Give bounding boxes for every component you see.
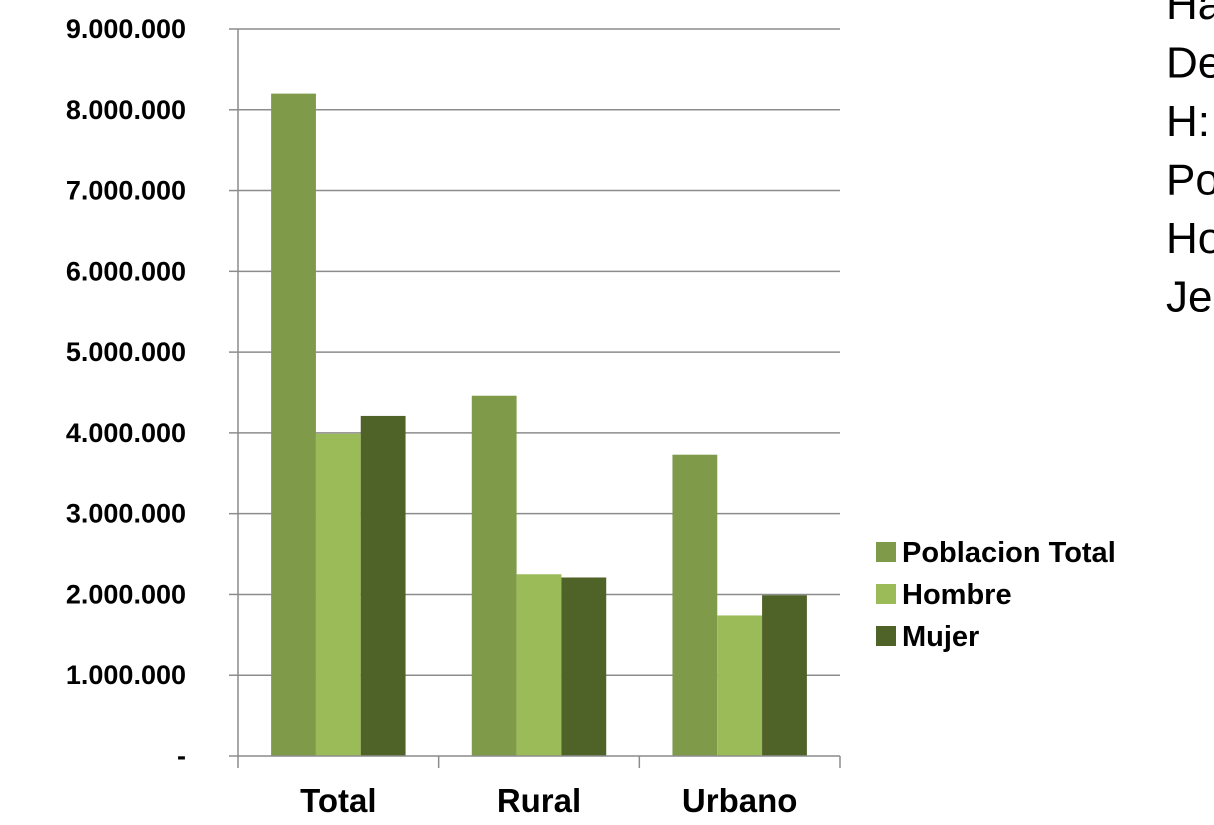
legend-swatch bbox=[876, 626, 896, 646]
legend-label: Hombre bbox=[902, 579, 1012, 611]
legend-label: Poblacion Total bbox=[902, 537, 1116, 569]
legend-label: Mujer bbox=[902, 621, 979, 653]
legend-swatch bbox=[876, 584, 896, 604]
y-tick-label: - bbox=[177, 741, 186, 771]
x-tick-label: Total bbox=[300, 782, 376, 819]
bar-mujer-total bbox=[360, 415, 406, 756]
x-tick-label: Rural bbox=[497, 782, 581, 819]
y-tick-label: 4.000.000 bbox=[66, 418, 186, 448]
x-tick-labels: Total Rural Urbano bbox=[300, 782, 797, 819]
y-tick-label: 2.000.000 bbox=[66, 579, 186, 609]
bar-hombre-rural bbox=[516, 574, 562, 756]
side-text-line: Ho bbox=[1166, 214, 1214, 263]
y-tick-label: 1.000.000 bbox=[66, 660, 186, 690]
y-tick-label: 8.000.000 bbox=[66, 95, 186, 125]
y-tick-label: 7.000.000 bbox=[66, 176, 186, 206]
y-tick-label: 3.000.000 bbox=[66, 499, 186, 529]
bar-hombre-total bbox=[315, 433, 361, 756]
bar-mujer-urbano bbox=[762, 595, 807, 756]
bar-poblacion-total-rural bbox=[471, 395, 517, 756]
legend: Poblacion Total Hombre Mujer bbox=[876, 537, 1116, 653]
bar-hombre-urbano bbox=[717, 615, 763, 756]
bar-mujer-rural bbox=[561, 577, 607, 756]
bar-poblacion-total-total bbox=[271, 93, 316, 757]
y-tick-label: 6.000.000 bbox=[66, 256, 186, 286]
y-tick-label: 9.000.000 bbox=[66, 14, 186, 44]
y-tick-labels: - 1.000.000 2.000.000 3.000.000 4.000.000 5.0… bbox=[66, 14, 186, 771]
side-text-line: Je bbox=[1166, 273, 1212, 322]
legend-swatch bbox=[876, 542, 896, 562]
side-text-line: H: bbox=[1166, 97, 1210, 146]
y-tick-label: 5.000.000 bbox=[66, 337, 186, 367]
x-tick-label: Urbano bbox=[682, 782, 798, 819]
bar-poblacion-total-urbano bbox=[672, 454, 718, 756]
side-text-line: Po bbox=[1166, 156, 1214, 205]
side-text-line: De bbox=[1166, 39, 1214, 88]
bars bbox=[271, 93, 807, 757]
side-text: Ha De H: Po Ho Je bbox=[1166, 0, 1214, 322]
side-text-line: Ha bbox=[1166, 0, 1214, 29]
axes bbox=[229, 28, 841, 768]
